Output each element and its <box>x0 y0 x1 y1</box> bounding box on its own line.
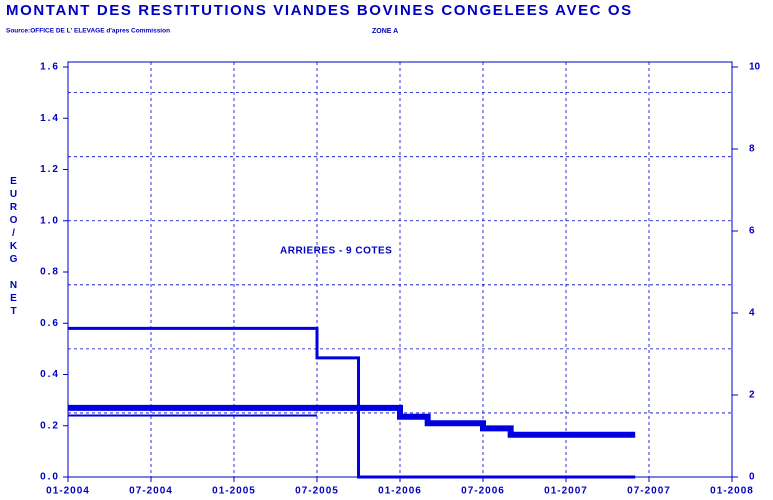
y-tick-label: 0.2 <box>40 420 60 431</box>
y-tick-label: 0.0 <box>40 472 60 483</box>
y2-tick-label: 2 <box>749 390 755 401</box>
x-tick-label: 01-2006 <box>378 486 422 497</box>
y-tick-label: 0.6 <box>40 318 60 329</box>
x-tick-label: 07-2005 <box>295 486 339 497</box>
source: Source:OFFICE DE L' ELEVAGE d'apres Comm… <box>6 28 170 35</box>
y2-tick-label: 0 <box>749 472 755 483</box>
step-line <box>68 404 636 438</box>
x-tick-label: 01-2004 <box>46 486 90 497</box>
y-tick-label: 1.0 <box>40 215 60 226</box>
y2-tick-label: 6 <box>749 226 755 237</box>
x-tick-label: 01-2005 <box>212 486 256 497</box>
y-tick-label: 0.8 <box>40 267 60 278</box>
x-tick-label: 07-2006 <box>461 486 505 497</box>
y-tick-label: 0.4 <box>40 369 60 380</box>
y2-tick-label: 8 <box>749 144 755 155</box>
subtitle: ZONE A <box>372 28 398 35</box>
y-tick-label: 1.4 <box>40 113 60 124</box>
y-tick-label: 1.2 <box>40 164 60 175</box>
y-tick-label: 1.6 <box>40 62 60 73</box>
x-tick-label: 01-2007 <box>544 486 588 497</box>
chart-title: MONTANT DES RESTITUTIONS VIANDES BOVINES… <box>6 2 633 19</box>
y-axis-label: EURO/KG NET <box>8 176 19 319</box>
annotation: ARRIERES - 9 COTES <box>280 246 392 257</box>
y2-tick-label: 10 <box>749 62 761 73</box>
x-tick-label: 07-2007 <box>627 486 671 497</box>
x-tick-label: 01-2008 <box>710 486 754 497</box>
y2-tick-label: 4 <box>749 308 755 319</box>
step-line <box>68 326 636 479</box>
x-tick-label: 07-2004 <box>129 486 173 497</box>
